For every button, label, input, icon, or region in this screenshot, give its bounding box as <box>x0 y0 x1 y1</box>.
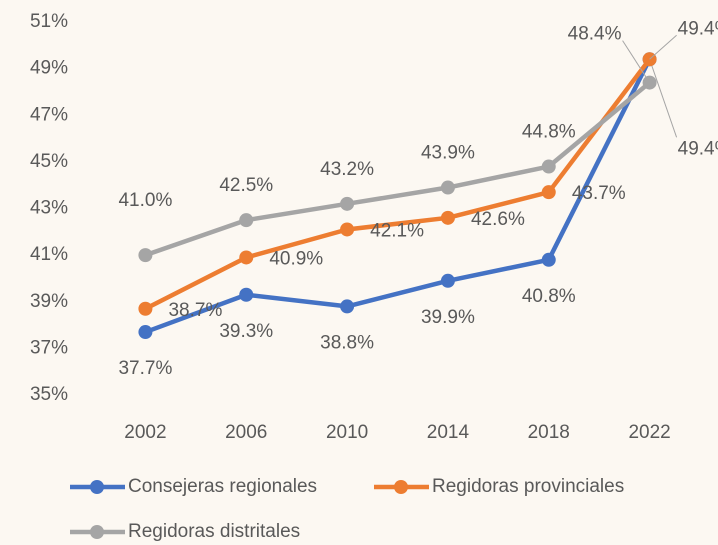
data-point <box>541 159 556 174</box>
data-label: 42.1% <box>370 220 424 241</box>
data-label: 48.4% <box>568 24 622 45</box>
x-tick-label: 2002 <box>124 422 166 443</box>
data-label: 43.9% <box>421 143 475 164</box>
y-tick-label: 43% <box>30 198 68 219</box>
leader-line <box>649 59 678 138</box>
series-line <box>144 80 652 258</box>
data-label: 49.4% <box>678 18 718 39</box>
x-tick-label: 2022 <box>628 422 670 443</box>
data-label: 38.8% <box>320 332 374 353</box>
legend-marker <box>90 525 104 539</box>
data-point <box>239 213 254 228</box>
x-tick-label: 2018 <box>528 422 570 443</box>
data-label: 40.9% <box>269 248 323 269</box>
legend-label: Consejeras regionales <box>128 476 317 497</box>
data-label: 41.0% <box>118 190 172 211</box>
y-tick-label: 49% <box>30 58 68 79</box>
legend-marker <box>90 480 104 494</box>
data-point <box>340 299 355 314</box>
data-point <box>440 273 455 288</box>
data-point <box>440 210 455 225</box>
data-point <box>138 325 153 340</box>
y-tick-label: 41% <box>30 244 68 265</box>
leader-line <box>622 40 651 83</box>
legend-marker <box>394 480 408 494</box>
data-label: 39.3% <box>219 321 273 342</box>
data-label: 43.2% <box>320 159 374 180</box>
data-label: 43.7% <box>572 183 626 204</box>
data-point <box>541 185 556 200</box>
y-tick-label: 45% <box>30 151 68 172</box>
y-tick-label: 47% <box>30 104 68 125</box>
data-label: 38.7% <box>168 300 222 321</box>
data-point <box>340 222 355 237</box>
data-point <box>138 301 153 316</box>
data-label: 37.7% <box>118 358 172 379</box>
data-label: 39.9% <box>421 307 475 328</box>
legend-label: Regidoras provinciales <box>432 476 624 497</box>
x-tick-label: 2006 <box>225 422 267 443</box>
x-tick-label: 2014 <box>427 422 470 443</box>
data-label: 42.5% <box>219 175 273 196</box>
data-point <box>138 248 153 263</box>
data-point <box>440 180 455 195</box>
data-label: 49.4% <box>678 138 718 159</box>
series-line <box>144 57 652 311</box>
x-tick-label: 2010 <box>326 422 368 443</box>
data-point <box>541 252 556 267</box>
data-point <box>340 196 355 211</box>
y-tick-label: 35% <box>30 384 68 405</box>
leader-line <box>649 34 677 60</box>
data-point <box>239 250 254 265</box>
data-label: 40.8% <box>522 286 576 307</box>
data-label: 42.6% <box>471 209 525 230</box>
y-tick-label: 51% <box>30 11 68 32</box>
legend-label: Regidoras distritales <box>128 521 300 542</box>
data-point <box>239 287 254 302</box>
y-tick-label: 37% <box>30 337 68 358</box>
y-tick-label: 39% <box>30 291 68 312</box>
series-line <box>144 58 652 335</box>
data-label: 44.8% <box>522 122 576 143</box>
